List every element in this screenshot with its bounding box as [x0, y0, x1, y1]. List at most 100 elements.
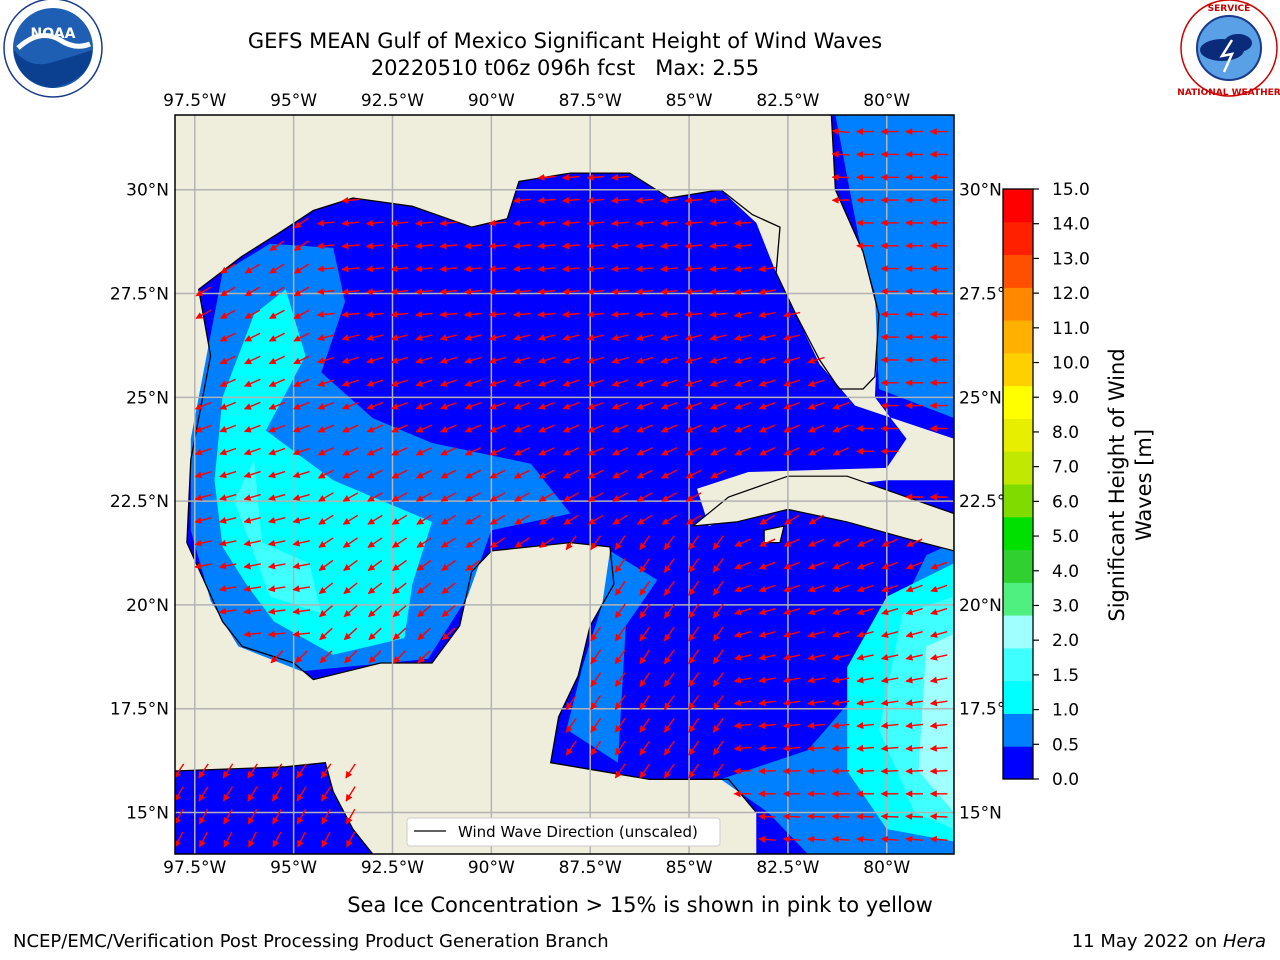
- colorbar-tick-label: 15.0: [1052, 180, 1090, 200]
- lat-tick-label-left: 30°N: [126, 181, 169, 201]
- wave-direction-arrow: [688, 626, 700, 642]
- wave-direction-arrow: [807, 401, 825, 410]
- wave-direction-arrow: [537, 219, 556, 227]
- wave-direction-arrow: [220, 286, 236, 297]
- wave-direction-arrow: [758, 401, 776, 410]
- wave-direction-arrow: [415, 334, 433, 342]
- wave-direction-arrow: [464, 242, 482, 250]
- wave-direction-arrow: [856, 722, 874, 730]
- wave-direction-arrow: [415, 447, 433, 456]
- wave-direction-arrow: [881, 584, 899, 593]
- wave-direction-arrow: [635, 219, 654, 227]
- wave-direction-arrow: [317, 447, 334, 456]
- pacific-coastline: [175, 761, 374, 854]
- wave-direction-arrow: [832, 538, 849, 547]
- wave-direction-arrow: [709, 334, 727, 342]
- wave-direction-arrow: [489, 401, 506, 410]
- wave-direction-arrow: [661, 492, 678, 502]
- wave-direction-arrow: [562, 424, 580, 433]
- wave-direction-arrow: [807, 607, 825, 616]
- wave-direction-arrow: [268, 401, 286, 410]
- wave-direction-arrow: [194, 470, 212, 479]
- wave-direction-arrow: [219, 309, 236, 320]
- wave-direction-arrow: [856, 813, 874, 821]
- wave-direction-arrow: [684, 265, 703, 273]
- wave-direction-arrow: [440, 424, 457, 433]
- ocean-0p5-1m-yucatan: [566, 550, 658, 763]
- wave-direction-arrow: [688, 740, 700, 756]
- wave-direction-arrow: [612, 514, 628, 525]
- wave-direction-arrow: [345, 786, 356, 802]
- wave-direction-arrow: [537, 288, 556, 296]
- wave-direction-arrow: [268, 493, 286, 501]
- wave-direction-arrow: [341, 401, 359, 410]
- wave-direction-arrow: [881, 653, 899, 661]
- wave-direction-arrow: [272, 808, 282, 825]
- wave-direction-arrow: [538, 514, 555, 525]
- wave-direction-arrow: [660, 196, 678, 204]
- wave-direction-arrow: [562, 401, 580, 410]
- wave-direction-arrow: [663, 740, 675, 756]
- wave-direction-arrow: [271, 763, 283, 779]
- wave-direction-arrow: [587, 447, 604, 456]
- wave-direction-arrow: [881, 561, 899, 570]
- wave-direction-arrow: [783, 447, 800, 456]
- wave-direction-arrow: [663, 649, 675, 665]
- wave-direction-arrow: [417, 627, 431, 641]
- wave-direction-arrow: [614, 580, 626, 596]
- wave-direction-arrow: [268, 332, 285, 342]
- wave-direction-arrow: [393, 650, 407, 664]
- wave-direction-arrow: [243, 493, 261, 501]
- wave-direction-arrow: [590, 717, 602, 733]
- wave-direction-arrow: [219, 378, 236, 387]
- wave-direction-arrow: [880, 813, 899, 821]
- wave-direction-arrow: [635, 310, 654, 318]
- wave-direction-arrow: [244, 309, 261, 320]
- colorbar-tick-label: 14.0: [1052, 215, 1090, 235]
- wave-direction-arrow: [268, 447, 286, 456]
- wave-direction-arrow: [832, 584, 850, 593]
- wave-direction-arrow: [341, 196, 360, 204]
- wave-direction-arrow: [243, 585, 262, 593]
- wave-direction-arrow: [586, 288, 605, 296]
- wave-direction-arrow: [439, 379, 457, 387]
- wave-direction-arrow: [194, 562, 212, 570]
- ocean-0p5-1m-atlantic: [835, 115, 954, 419]
- wave-direction-arrow: [611, 356, 629, 364]
- wave-direction-arrow: [513, 356, 531, 364]
- wave-direction-arrow: [611, 196, 629, 204]
- wave-direction-arrow: [296, 808, 307, 825]
- wave-direction-arrow: [660, 401, 678, 410]
- wave-direction-arrow: [440, 514, 457, 525]
- wave-direction-arrow: [488, 356, 506, 364]
- wave-direction-arrow: [367, 492, 383, 502]
- wave-direction-arrow: [636, 447, 653, 456]
- wave-direction-arrow: [734, 447, 751, 456]
- wave-direction-arrow: [296, 831, 307, 848]
- wave-direction-arrow: [734, 607, 752, 616]
- wave-direction-arrow: [856, 584, 874, 593]
- wave-direction-arrow: [341, 334, 359, 342]
- wave-direction-arrow: [243, 401, 261, 410]
- wave-direction-arrow: [930, 607, 948, 616]
- wave-direction-arrow: [684, 196, 703, 204]
- wave-direction-arrow: [366, 424, 384, 433]
- wave-direction-arrow: [881, 607, 899, 616]
- title-line-2: 20220510 t06z 096h fcst Max: 2.55: [371, 56, 759, 80]
- wave-direction-arrow: [562, 242, 580, 250]
- wave-direction-arrow: [439, 219, 458, 227]
- wave-direction-arrow: [930, 584, 948, 593]
- wave-direction-arrow: [439, 310, 458, 318]
- wave-direction-arrow: [733, 744, 752, 752]
- wave-direction-arrow: [856, 767, 874, 775]
- wave-direction-arrow: [782, 835, 801, 843]
- wave-direction-arrow: [905, 584, 923, 593]
- wave-direction-arrow: [807, 699, 825, 707]
- footer-date-text: 11 May 2022 on: [1071, 931, 1223, 952]
- lat-tick-label-left: 25°N: [126, 388, 169, 408]
- wave-direction-arrow: [269, 286, 285, 297]
- wave-direction-arrow: [807, 722, 825, 730]
- wave-direction-arrow: [614, 558, 626, 573]
- wave-direction-arrow: [218, 585, 237, 593]
- wave-direction-arrow: [268, 309, 285, 320]
